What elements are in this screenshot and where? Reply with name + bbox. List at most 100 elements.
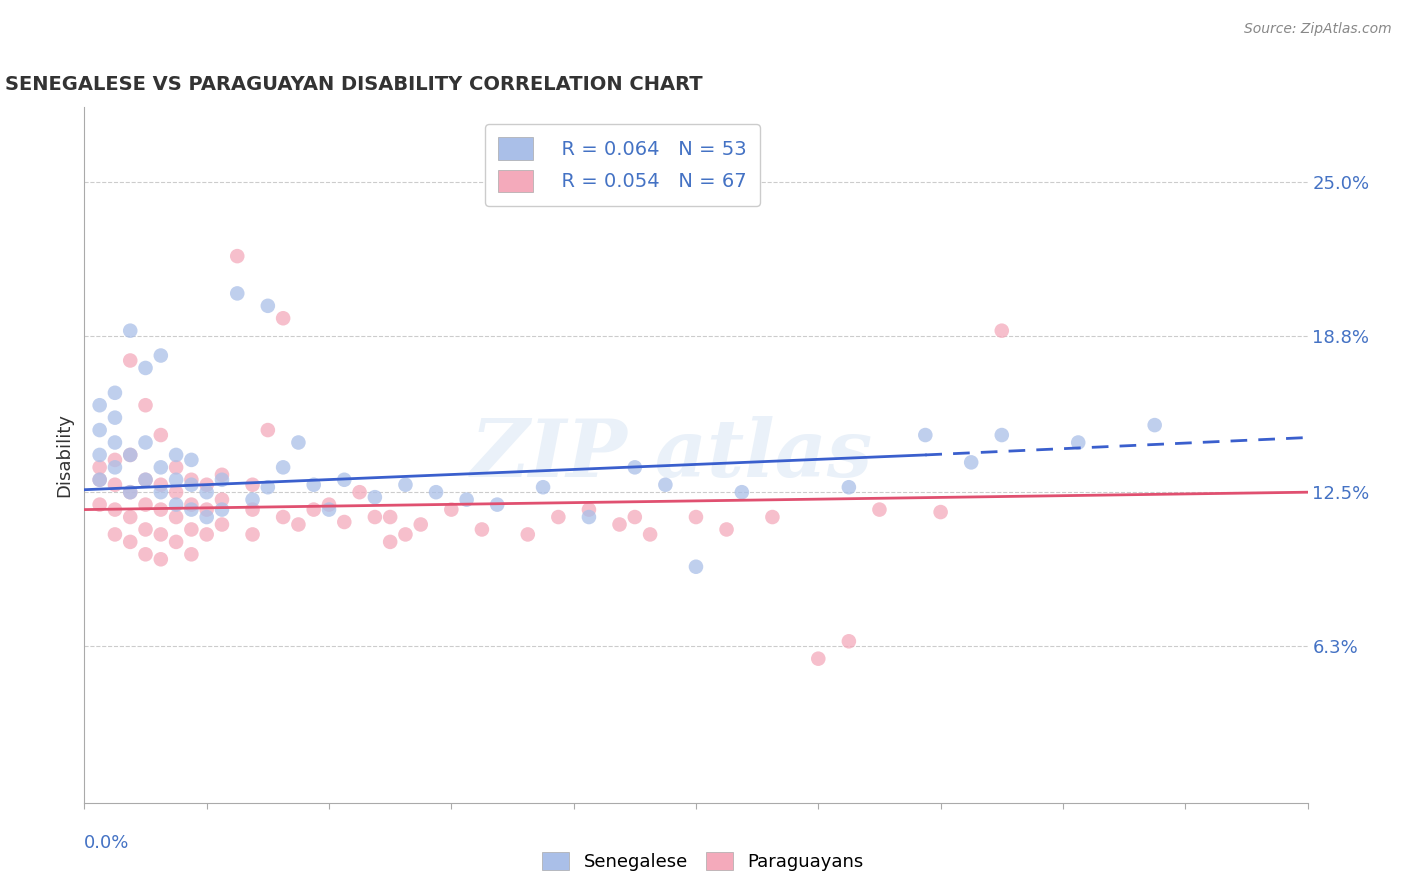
Point	[165, 510, 187, 524]
Point	[257, 299, 280, 313]
Point	[180, 547, 202, 561]
Point	[364, 510, 387, 524]
Point	[165, 460, 187, 475]
Point	[624, 510, 647, 524]
Point	[624, 460, 647, 475]
Point	[838, 480, 860, 494]
Point	[89, 473, 111, 487]
Point	[257, 480, 280, 494]
Point	[211, 517, 233, 532]
Point	[104, 410, 127, 425]
Point	[149, 460, 172, 475]
Point	[257, 423, 280, 437]
Point	[914, 428, 936, 442]
Point	[195, 502, 218, 516]
Point	[104, 527, 127, 541]
Point	[929, 505, 952, 519]
Point	[302, 477, 325, 491]
Text: Source: ZipAtlas.com: Source: ZipAtlas.com	[1244, 22, 1392, 37]
Point	[516, 527, 538, 541]
Text: SENEGALESE VS PARAGUAYAN DISABILITY CORRELATION CHART: SENEGALESE VS PARAGUAYAN DISABILITY CORR…	[4, 75, 703, 95]
Point	[180, 477, 202, 491]
Point	[333, 515, 356, 529]
Point	[547, 510, 569, 524]
Point	[1067, 435, 1090, 450]
Point	[149, 428, 172, 442]
Point	[869, 502, 891, 516]
Point	[165, 473, 187, 487]
Point	[409, 517, 432, 532]
Point	[195, 510, 218, 524]
Point	[104, 477, 127, 491]
Point	[195, 477, 218, 491]
Point	[425, 485, 447, 500]
Point	[120, 535, 142, 549]
Point	[226, 249, 249, 263]
Point	[195, 485, 218, 500]
Point	[685, 559, 707, 574]
Point	[135, 398, 157, 412]
Point	[394, 477, 416, 491]
Point	[318, 498, 340, 512]
Point	[440, 502, 463, 516]
Point	[104, 460, 127, 475]
Point	[394, 527, 416, 541]
Legend: Senegalese, Paraguayans: Senegalese, Paraguayans	[534, 845, 872, 879]
Point	[456, 492, 478, 507]
Point	[120, 485, 142, 500]
Point	[333, 473, 356, 487]
Point	[135, 547, 157, 561]
Point	[89, 473, 111, 487]
Point	[135, 523, 157, 537]
Point	[380, 510, 402, 524]
Point	[120, 485, 142, 500]
Point	[165, 498, 187, 512]
Point	[149, 477, 172, 491]
Point	[242, 477, 264, 491]
Point	[685, 510, 707, 524]
Point	[211, 502, 233, 516]
Point	[180, 523, 202, 537]
Point	[180, 498, 202, 512]
Point	[991, 324, 1014, 338]
Point	[349, 485, 371, 500]
Point	[89, 448, 111, 462]
Point	[149, 485, 172, 500]
Point	[104, 435, 127, 450]
Point	[149, 552, 172, 566]
Point	[120, 324, 142, 338]
Point	[578, 510, 600, 524]
Point	[180, 453, 202, 467]
Point	[271, 510, 294, 524]
Point	[486, 498, 509, 512]
Point	[149, 349, 172, 363]
Point	[654, 477, 676, 491]
Point	[838, 634, 860, 648]
Point	[165, 485, 187, 500]
Point	[180, 473, 202, 487]
Point	[380, 535, 402, 549]
Point	[180, 502, 202, 516]
Point	[287, 435, 309, 450]
Point	[226, 286, 249, 301]
Point	[1143, 418, 1166, 433]
Y-axis label: Disability: Disability	[55, 413, 73, 497]
Point	[135, 361, 157, 376]
Point	[609, 517, 631, 532]
Point	[149, 502, 172, 516]
Point	[242, 492, 264, 507]
Point	[165, 535, 187, 549]
Point	[211, 467, 233, 482]
Point	[991, 428, 1014, 442]
Point	[211, 473, 233, 487]
Point	[302, 502, 325, 516]
Point	[135, 473, 157, 487]
Point	[531, 480, 554, 494]
Point	[104, 502, 127, 516]
Point	[135, 435, 157, 450]
Text: 0.0%: 0.0%	[84, 834, 129, 852]
Point	[120, 510, 142, 524]
Point	[287, 517, 309, 532]
Point	[89, 498, 111, 512]
Point	[716, 523, 738, 537]
